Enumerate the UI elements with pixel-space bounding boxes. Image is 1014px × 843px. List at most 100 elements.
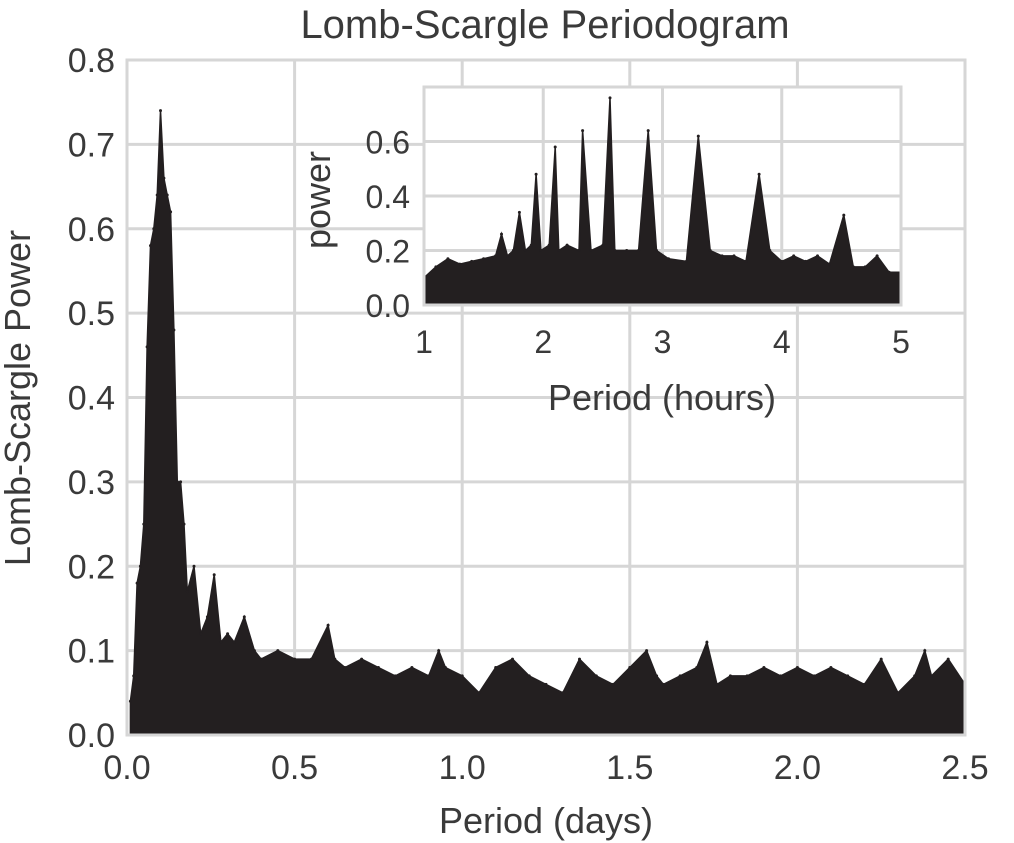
main-data-point: [175, 480, 179, 484]
inset-series-power: [422, 96, 903, 306]
main-data-point: [527, 674, 531, 678]
main-data-point: [376, 666, 380, 669]
main-data-point: [159, 109, 162, 113]
inset-y-tick-label: 0.6: [366, 125, 410, 161]
main-data-point: [152, 227, 156, 231]
main-data-point: [232, 640, 236, 644]
inset-x-tick-label: 3: [654, 324, 672, 360]
main-data-point: [628, 666, 632, 669]
main-data-point: [145, 345, 149, 349]
inset-data-point: [757, 172, 761, 176]
inset-data-point: [482, 257, 486, 261]
main-data-point: [645, 649, 649, 653]
inset-data-point: [684, 259, 688, 263]
inset-plot-frame: [422, 85, 903, 307]
main-data-point: [846, 674, 850, 678]
inset-data-point: [768, 249, 772, 252]
inset-data-point: [887, 270, 891, 274]
main-data-point: [437, 649, 441, 653]
main-data-point: [135, 581, 139, 585]
main-x-tick-label: 0.0: [103, 749, 150, 787]
inset-data-point: [529, 243, 533, 247]
inset-data-point: [816, 254, 819, 258]
inset-data-point: [547, 243, 551, 247]
main-data-point: [561, 691, 565, 695]
inset-data-point: [434, 265, 438, 269]
inset-y-tick-label: 0.0: [366, 288, 410, 324]
main-data-point: [879, 657, 883, 661]
main-data-point: [333, 657, 337, 661]
main-y-tick-label: 0.2: [68, 548, 115, 586]
main-y-ticks: 0.0 0.1 0.2 0.3 0.4 0.5 0.6 0.7 0.8: [68, 42, 115, 755]
main-data-point: [179, 480, 183, 484]
main-series-power: [128, 109, 967, 736]
main-data-point: [695, 666, 699, 669]
inset-data-point: [625, 249, 629, 252]
main-plot-frame: [125, 58, 967, 737]
main-data-point: [745, 674, 749, 678]
main-y-tick-label: 0.0: [68, 717, 115, 755]
inset-data-point: [804, 259, 808, 263]
inset-data-point: [565, 243, 569, 247]
main-data-point: [913, 674, 917, 678]
main-data-point: [219, 640, 223, 644]
main-x-ticks: 0.0 0.5 1.0 1.5 2.0 2.5: [103, 749, 988, 787]
main-data-point: [896, 691, 900, 695]
inset-data-point: [511, 249, 515, 252]
inset-x-tick-label: 4: [773, 324, 791, 360]
inset-data-point: [646, 129, 650, 133]
main-data-point: [728, 674, 732, 678]
chart-title: Lomb-Scargle Periodogram: [300, 3, 789, 47]
inset-x-axis-label: Period (hours): [548, 377, 776, 418]
main-x-tick-label: 2.0: [774, 749, 821, 787]
main-data-point: [544, 682, 548, 686]
main-data-point: [511, 657, 514, 661]
main-data-point: [226, 632, 230, 636]
main-y-tick-label: 0.4: [68, 380, 115, 418]
inset-y-ticks: 0.0 0.2 0.4 0.6: [366, 125, 410, 325]
main-data-point: [242, 615, 246, 619]
inset-data-point: [655, 249, 658, 252]
inset-data-point: [696, 134, 700, 138]
main-data-point: [946, 657, 950, 661]
inset-data-point: [500, 232, 503, 236]
main-data-point: [477, 691, 481, 695]
inset-data-point: [613, 249, 617, 252]
main-data-point: [443, 666, 447, 669]
main-x-tick-label: 1.0: [439, 749, 486, 787]
main-data-point: [172, 328, 176, 332]
inset-data-point: [534, 172, 538, 176]
inset-data-point: [506, 254, 509, 258]
main-x-tick-label: 2.5: [941, 749, 988, 787]
inset-data-point: [732, 254, 736, 258]
main-data-point: [128, 699, 132, 703]
main-data-point: [578, 657, 581, 661]
main-data-point: [162, 176, 166, 180]
inset-data-point: [589, 249, 593, 252]
main-data-point: [427, 674, 431, 678]
main-data-point: [655, 674, 659, 678]
inset-data-point: [637, 249, 641, 252]
main-data-point: [185, 590, 189, 594]
main-data-point: [309, 657, 313, 661]
inset-x-ticks: 1 2 3 4 5: [415, 324, 910, 360]
main-y-tick-label: 0.8: [68, 42, 115, 80]
main-data-point: [930, 674, 933, 678]
main-data-point: [293, 657, 297, 661]
inset-data-point: [557, 249, 561, 252]
main-data-point: [252, 649, 256, 653]
main-y-tick-label: 0.1: [68, 633, 115, 671]
main-y-tick-label: 0.5: [68, 295, 115, 333]
main-data-point: [795, 666, 799, 669]
inset-data-point: [744, 259, 748, 263]
main-data-point: [611, 682, 615, 686]
main-x-tick-label: 1.5: [606, 749, 653, 787]
main-data-point: [169, 210, 173, 214]
inset-data-point: [601, 243, 605, 247]
main-data-point: [779, 674, 783, 678]
main-y-axis-label: Lomb-Scargle Power: [0, 230, 38, 566]
main-data-point: [594, 674, 598, 678]
inset-x-tick-label: 2: [534, 324, 552, 360]
inset-data-point: [553, 145, 557, 149]
main-data-point: [205, 615, 209, 619]
